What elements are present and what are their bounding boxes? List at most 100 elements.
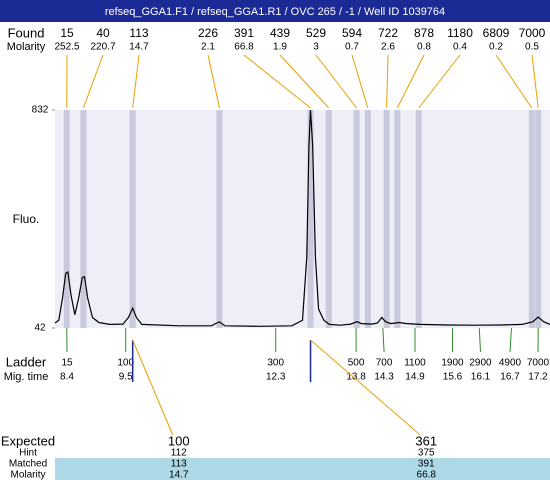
found-size: 391 bbox=[234, 26, 254, 40]
found-molarity: 0.4 bbox=[453, 42, 467, 53]
y-tick-label: 832 bbox=[32, 105, 49, 116]
ladder-time: 15.6 bbox=[443, 372, 463, 383]
found-label: Found bbox=[8, 25, 45, 40]
ladder-time: 16.1 bbox=[471, 372, 491, 383]
ladder-tick bbox=[382, 327, 385, 353]
found-molarity: 0.2 bbox=[489, 42, 503, 53]
expected-label: Expected bbox=[1, 433, 55, 448]
ladder-size: 7000 bbox=[527, 358, 550, 369]
peak-connector bbox=[396, 54, 425, 109]
found-size: 40 bbox=[96, 26, 110, 40]
hint-size: 112 bbox=[171, 448, 187, 459]
peak-band bbox=[325, 110, 332, 328]
ladder-size: 15 bbox=[61, 358, 73, 369]
found-molarity: 2.1 bbox=[201, 42, 215, 53]
ladder-time: 16.7 bbox=[500, 372, 520, 383]
peak-connector bbox=[82, 54, 104, 109]
found-size: 15 bbox=[60, 26, 74, 40]
peak-band bbox=[129, 110, 136, 328]
found-molarity: 252.5 bbox=[54, 42, 79, 53]
found-molarity: 220.7 bbox=[90, 42, 115, 53]
peak-connector bbox=[386, 54, 389, 109]
peak-band bbox=[307, 110, 314, 328]
found-size: 113 bbox=[129, 26, 148, 40]
peak-band bbox=[364, 110, 371, 328]
found-size: 439 bbox=[270, 26, 290, 40]
found-size: 722 bbox=[378, 26, 398, 40]
matched-molarity: 66.8 bbox=[417, 470, 437, 480]
peak-band bbox=[535, 110, 542, 328]
peak-connector bbox=[132, 54, 140, 109]
ladder-size: 2900 bbox=[469, 358, 492, 369]
found-size: 594 bbox=[342, 26, 362, 40]
matched-band bbox=[55, 458, 550, 480]
ladder-label: Ladder bbox=[6, 354, 47, 369]
peak-connector bbox=[531, 54, 539, 109]
ladder-tick bbox=[478, 327, 481, 353]
mig-time-label: Mig. time bbox=[4, 371, 49, 383]
matched-size: 113 bbox=[171, 459, 187, 470]
peak-band bbox=[528, 110, 535, 328]
found-size: 6809 bbox=[483, 26, 510, 40]
peak-connector bbox=[495, 54, 533, 109]
matched-label: Matched bbox=[9, 459, 47, 470]
peak-band bbox=[216, 110, 223, 328]
peak-band bbox=[383, 110, 390, 328]
expected-size: 100 bbox=[168, 433, 190, 448]
expected-size: 361 bbox=[415, 433, 437, 448]
title: refseq_GGA1.F1 / refseq_GGA1.R1 / OVC 26… bbox=[105, 6, 445, 18]
peak-connector bbox=[315, 54, 358, 109]
peak-band bbox=[415, 110, 422, 328]
peak-band bbox=[394, 110, 401, 328]
peak-band bbox=[80, 110, 87, 328]
found-molarity: 1.9 bbox=[273, 42, 287, 53]
ladder-time: 14.3 bbox=[374, 372, 394, 383]
y-tick-label: 42 bbox=[34, 323, 46, 334]
plot-area bbox=[55, 110, 550, 328]
found-molarity: 0.5 bbox=[525, 42, 539, 53]
molarity-label: Molarity bbox=[10, 470, 45, 480]
peak-connector bbox=[279, 54, 330, 109]
hint-label: Hint bbox=[19, 448, 37, 459]
found-molarity: 0.7 bbox=[345, 42, 359, 53]
found-size: 226 bbox=[198, 26, 218, 40]
molarity-label: Molarity bbox=[7, 41, 46, 53]
y-label: Fluo. bbox=[13, 212, 40, 226]
peak-band bbox=[63, 110, 70, 328]
peak-connector bbox=[207, 54, 220, 109]
ladder-time: 9.5 bbox=[119, 372, 133, 383]
matched-size: 391 bbox=[418, 459, 435, 470]
ladder-time: 17.2 bbox=[528, 372, 548, 383]
ladder-size: 4900 bbox=[499, 358, 522, 369]
ladder-size: 1100 bbox=[404, 358, 426, 369]
ladder-tick bbox=[509, 327, 512, 353]
trace bbox=[54, 109, 550, 327]
found-molarity: 66.8 bbox=[234, 42, 254, 53]
peak-connector bbox=[351, 54, 369, 109]
found-molarity: 2.6 bbox=[381, 42, 395, 53]
ladder-time: 12.3 bbox=[266, 372, 286, 383]
found-size: 529 bbox=[306, 26, 326, 40]
peak-connector bbox=[243, 54, 311, 109]
ladder-size: 100 bbox=[117, 358, 134, 369]
ladder-time: 14.9 bbox=[405, 372, 425, 383]
found-size: 1180 bbox=[447, 26, 473, 40]
peak-band bbox=[353, 110, 360, 328]
found-size: 7000 bbox=[519, 26, 546, 40]
ladder-time: 8.4 bbox=[60, 372, 74, 383]
found-molarity: 14.7 bbox=[129, 42, 149, 53]
matched-molarity: 14.7 bbox=[169, 470, 189, 480]
match-connector bbox=[132, 339, 174, 436]
ladder-size: 700 bbox=[376, 358, 393, 369]
found-size: 878 bbox=[414, 26, 434, 40]
ladder-size: 500 bbox=[348, 358, 365, 369]
match-connector bbox=[310, 339, 421, 436]
ladder-time: 13.8 bbox=[346, 372, 366, 383]
found-molarity: 3 bbox=[313, 42, 319, 53]
ladder-size: 300 bbox=[267, 358, 284, 369]
found-molarity: 0.8 bbox=[417, 42, 431, 53]
ladder-size: 1900 bbox=[441, 358, 464, 369]
peak-connector bbox=[418, 54, 461, 109]
hint-size: 375 bbox=[418, 448, 435, 459]
